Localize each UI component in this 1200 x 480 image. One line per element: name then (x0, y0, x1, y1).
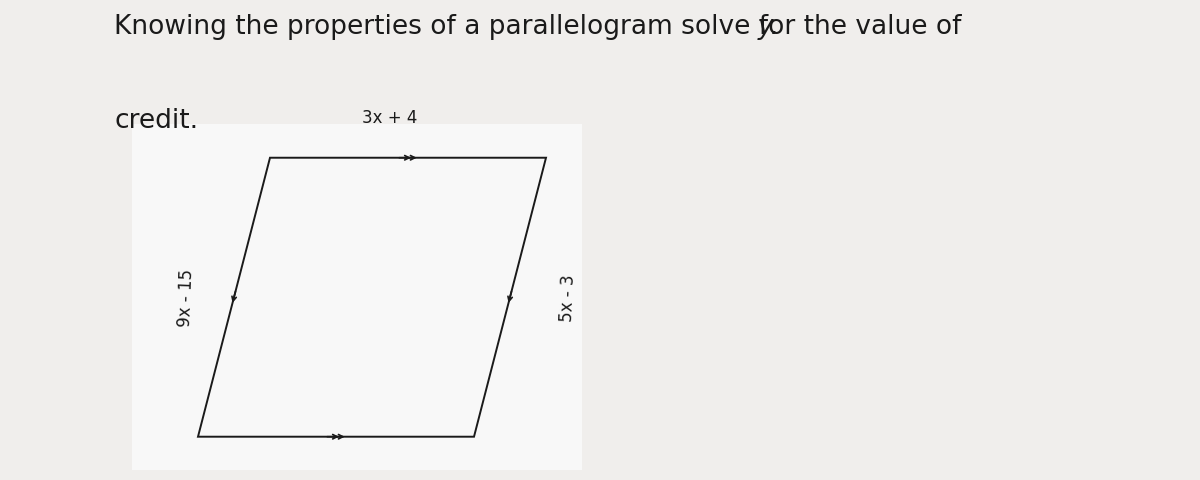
Polygon shape (198, 158, 546, 437)
FancyBboxPatch shape (132, 125, 582, 470)
Text: 3x + 4: 3x + 4 (362, 109, 418, 127)
Text: Knowing the properties of a parallelogram solve for the value of: Knowing the properties of a parallelogra… (114, 14, 970, 40)
Text: y.: y. (757, 14, 780, 40)
Text: credit.: credit. (114, 108, 198, 134)
Text: 5x - 3: 5x - 3 (558, 274, 577, 322)
Text: 9x - 15: 9x - 15 (176, 268, 196, 327)
